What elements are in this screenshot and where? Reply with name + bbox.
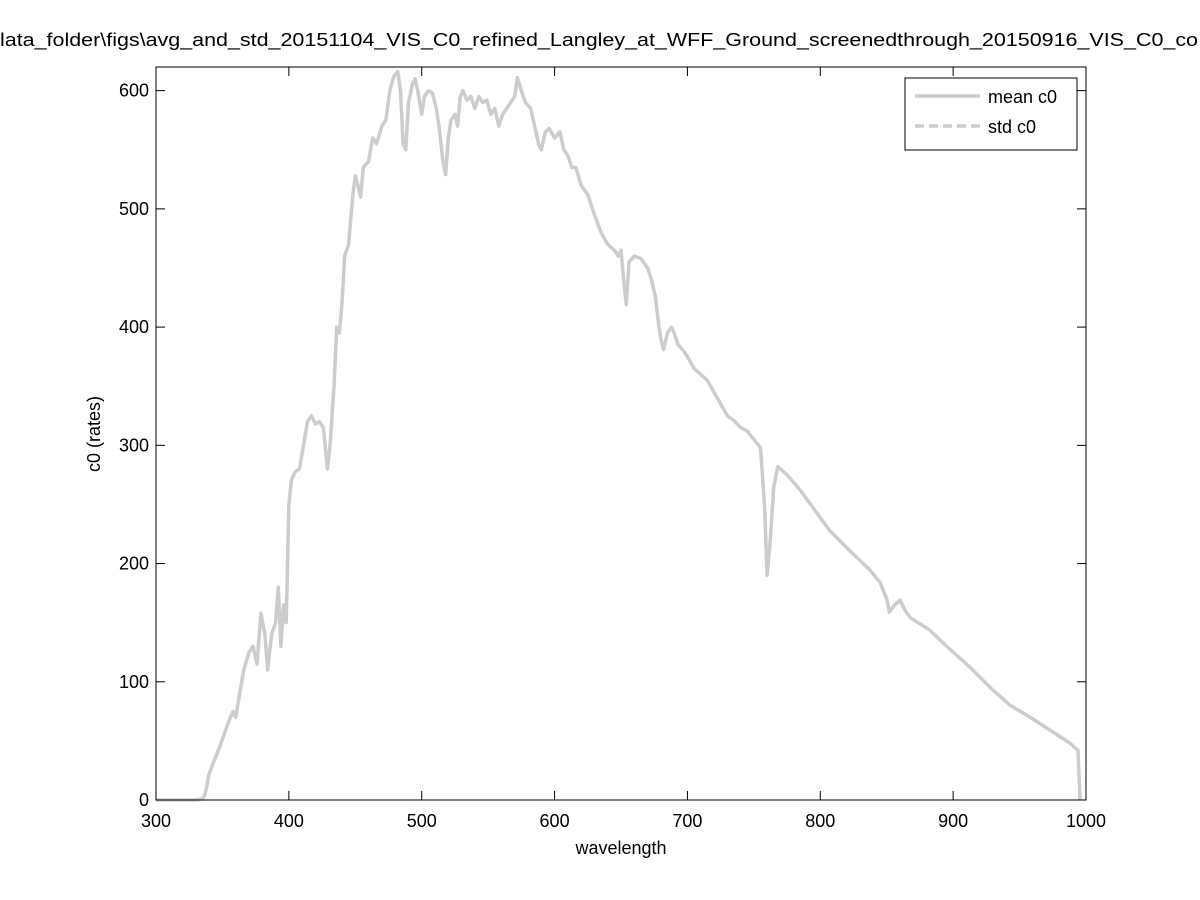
data-line xyxy=(156,69,1082,802)
x-tick-label: 700 xyxy=(672,811,702,831)
legend-label: mean c0 xyxy=(988,87,1057,107)
legend-label: std c0 xyxy=(988,117,1036,137)
y-tick-label: 500 xyxy=(119,199,149,219)
y-tick-label: 600 xyxy=(119,81,149,101)
x-tick-label: 400 xyxy=(274,811,304,831)
x-tick-label: 300 xyxy=(141,811,171,831)
x-tick-label: 1000 xyxy=(1066,811,1106,831)
x-tick-label: 800 xyxy=(805,811,835,831)
x-axis-label: wavelength xyxy=(574,838,666,858)
y-axis-label: c0 (rates) xyxy=(84,396,104,472)
axes-box xyxy=(155,66,1087,801)
legend-box xyxy=(904,77,1078,151)
legend: mean c0 std c0 xyxy=(904,77,1078,151)
x-tick-label: 900 xyxy=(938,811,968,831)
chart-title: lata_folder\figs\avg_and_std_20151104_VI… xyxy=(0,30,1198,51)
y-tick-label: 300 xyxy=(119,435,149,455)
x-tick-label: 500 xyxy=(407,811,437,831)
y-tick-label: 400 xyxy=(119,317,149,337)
plot-area xyxy=(156,67,1086,800)
y-tick-label: 100 xyxy=(119,672,149,692)
x-tick-label: 600 xyxy=(540,811,570,831)
y-tick-label: 0 xyxy=(139,790,149,810)
y-tick-label: 200 xyxy=(119,554,149,574)
